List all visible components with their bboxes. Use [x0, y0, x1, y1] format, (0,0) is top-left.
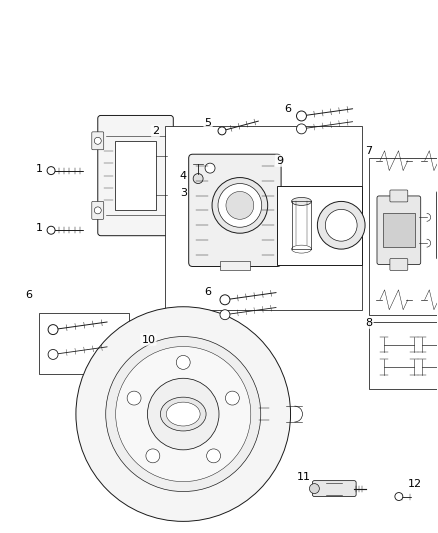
- Bar: [277, 185, 362, 265]
- Circle shape: [325, 209, 357, 241]
- Text: 9: 9: [276, 156, 283, 166]
- Circle shape: [220, 310, 230, 320]
- Text: 10: 10: [141, 335, 155, 344]
- Circle shape: [395, 492, 403, 500]
- Ellipse shape: [160, 397, 206, 431]
- Circle shape: [193, 174, 203, 183]
- Text: 1: 1: [35, 223, 42, 233]
- Text: 1: 1: [35, 164, 42, 174]
- FancyBboxPatch shape: [390, 259, 408, 270]
- Text: 6: 6: [205, 287, 212, 297]
- Circle shape: [106, 336, 261, 491]
- FancyBboxPatch shape: [437, 191, 438, 260]
- Circle shape: [47, 167, 55, 175]
- Circle shape: [94, 207, 101, 214]
- Text: 6: 6: [284, 104, 291, 114]
- Circle shape: [48, 325, 58, 335]
- Circle shape: [220, 295, 230, 305]
- Circle shape: [218, 127, 226, 135]
- Text: 11: 11: [297, 472, 311, 482]
- Circle shape: [207, 449, 221, 463]
- Circle shape: [94, 138, 101, 144]
- FancyBboxPatch shape: [98, 116, 173, 236]
- Circle shape: [226, 191, 254, 219]
- Circle shape: [205, 163, 215, 173]
- Text: 8: 8: [365, 318, 373, 328]
- FancyBboxPatch shape: [377, 196, 421, 264]
- Text: 5: 5: [205, 118, 212, 128]
- Circle shape: [47, 226, 55, 234]
- Circle shape: [127, 391, 141, 405]
- Circle shape: [318, 201, 365, 249]
- FancyBboxPatch shape: [92, 132, 104, 150]
- Text: 7: 7: [365, 146, 373, 156]
- Circle shape: [146, 449, 160, 463]
- Circle shape: [297, 124, 307, 134]
- Ellipse shape: [166, 402, 200, 426]
- FancyBboxPatch shape: [92, 201, 104, 219]
- Bar: [369, 321, 438, 389]
- FancyBboxPatch shape: [390, 190, 408, 202]
- Bar: [115, 141, 156, 211]
- Circle shape: [176, 356, 190, 369]
- Text: 2: 2: [152, 126, 159, 136]
- Circle shape: [48, 350, 58, 359]
- Bar: [165, 126, 362, 310]
- Text: 12: 12: [408, 479, 422, 489]
- Bar: [383, 213, 415, 247]
- Circle shape: [226, 391, 239, 405]
- Circle shape: [116, 346, 251, 482]
- Circle shape: [212, 177, 268, 233]
- FancyBboxPatch shape: [189, 154, 281, 266]
- Ellipse shape: [292, 197, 311, 205]
- FancyBboxPatch shape: [312, 481, 356, 497]
- Text: 6: 6: [26, 290, 33, 300]
- Text: 3: 3: [180, 189, 187, 198]
- Circle shape: [297, 111, 307, 121]
- Text: 4: 4: [180, 171, 187, 181]
- Bar: [220, 261, 250, 270]
- Bar: [39, 313, 129, 374]
- Bar: [369, 158, 438, 314]
- Circle shape: [148, 378, 219, 450]
- Circle shape: [76, 307, 290, 521]
- Circle shape: [309, 483, 319, 494]
- Ellipse shape: [292, 245, 311, 253]
- Circle shape: [218, 183, 262, 227]
